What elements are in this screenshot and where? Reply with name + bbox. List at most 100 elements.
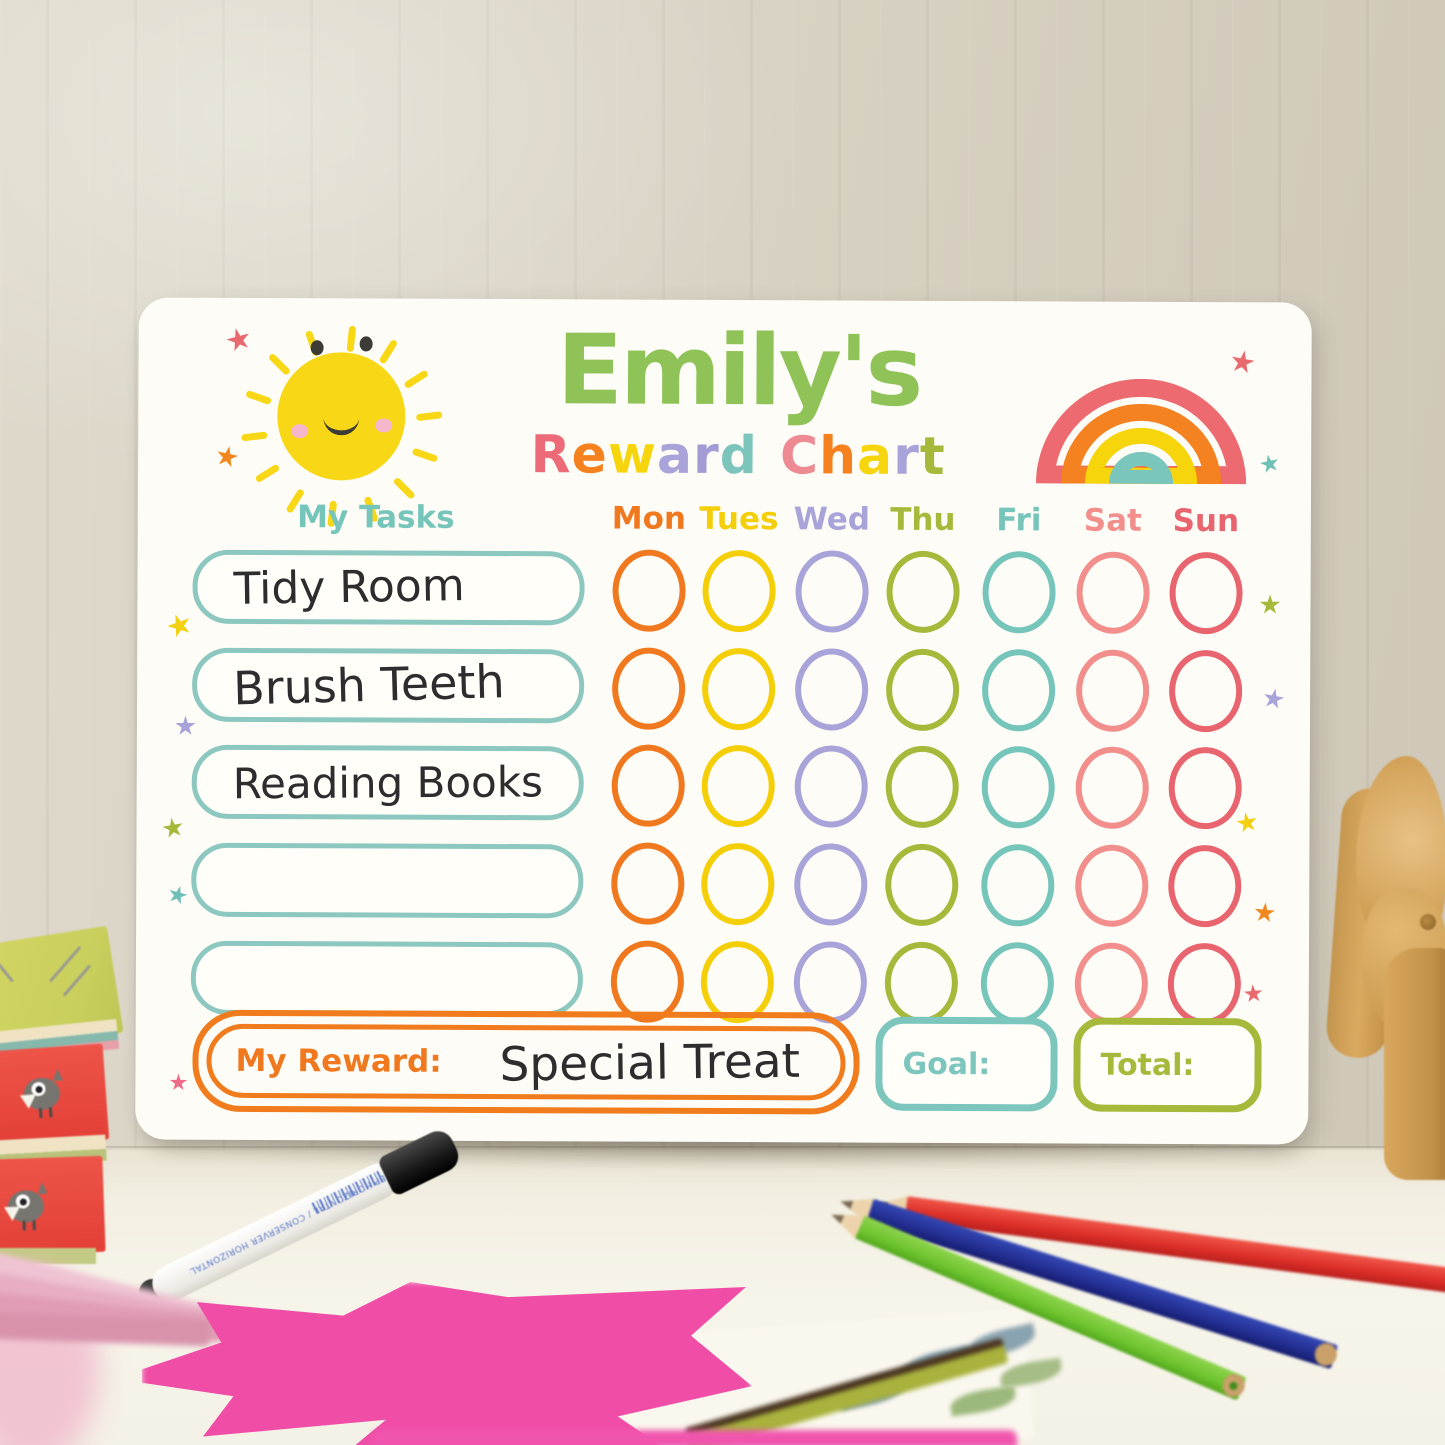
sticker-circle-sun-row3 <box>1168 746 1242 830</box>
sun-left-cheek <box>291 424 309 439</box>
task-row-4 <box>191 842 584 919</box>
subtitle-letter: w <box>607 425 658 486</box>
star-icon <box>164 610 195 641</box>
star-icon <box>1259 594 1280 615</box>
task-text: Brush Teeth <box>232 654 506 716</box>
star-icon <box>224 325 253 354</box>
task-text <box>196 977 232 978</box>
subtitle-letter: a <box>857 426 894 487</box>
sticker-circle-tues-row1 <box>701 549 776 633</box>
total-box: Total: <box>1073 1017 1262 1113</box>
sticker-circle-mon-row4 <box>610 842 684 925</box>
sticker-circle-sat-row1 <box>1075 551 1150 634</box>
sticker-circle-mon-row2 <box>611 647 685 730</box>
sticker-circle-fri-row3 <box>981 746 1055 829</box>
wall-desk-junction <box>0 1146 1445 1151</box>
sticker-circle-sun-row2 <box>1168 649 1242 733</box>
subtitle-letter: d <box>719 425 759 487</box>
bird-illustration <box>0 1181 59 1233</box>
sticker-circle-tues-row5 <box>700 940 774 1024</box>
book-stack <box>0 925 132 1265</box>
reward-box-inner: My Reward: Special Treat <box>206 1023 846 1101</box>
subtitle-letter: a <box>656 425 694 486</box>
day-header-mon: Mon <box>611 500 687 537</box>
sticker-circle-thu-row2 <box>885 648 959 732</box>
sticker-circle-mon-row3 <box>611 744 685 827</box>
star-icon <box>1258 453 1280 475</box>
sun-right-eye <box>359 336 373 352</box>
chart-owner-name: Emily's <box>556 313 921 428</box>
subtitle-letter: h <box>818 426 858 487</box>
sticker-circle-wed-row1 <box>794 550 869 633</box>
sun-ray <box>245 389 273 406</box>
goal-label: Goal: <box>902 1046 991 1082</box>
subtitle-letter: r <box>893 426 921 487</box>
star-icon <box>166 883 189 906</box>
reward-value: Special Treat <box>499 1033 801 1093</box>
star-icon <box>1229 348 1257 376</box>
elephant-eye <box>1420 914 1436 930</box>
sticker-circle-wed-row2 <box>794 648 868 731</box>
sticker-circle-thu-row5 <box>884 941 958 1025</box>
star-icon <box>1243 984 1264 1005</box>
sun-ray <box>241 431 268 442</box>
sticker-circle-fri-row2 <box>981 649 1055 732</box>
sun-ray <box>403 369 430 390</box>
sticker-circle-thu-row4 <box>884 843 958 927</box>
subtitle-letter: R <box>530 425 572 486</box>
star-icon <box>214 444 240 470</box>
sticker-circle-sat-row2 <box>1075 649 1149 732</box>
sticker-circle-wed-row3 <box>794 745 868 828</box>
sticker-circle-sun-row1 <box>1168 551 1243 635</box>
star-icon <box>161 816 185 840</box>
star-icon <box>1261 687 1285 711</box>
sun-face <box>277 336 406 481</box>
day-header-fri: Fri <box>996 502 1042 539</box>
chart-subtitle: Reward Chart <box>530 425 945 487</box>
day-header-thu: Thu <box>890 501 956 539</box>
star-icon <box>169 1074 187 1092</box>
bird-illustration <box>12 1068 75 1122</box>
sun-ray <box>415 411 443 422</box>
sticker-circle-tues-row4 <box>700 842 774 926</box>
sticker-circle-wed-row5 <box>793 941 867 1024</box>
subtitle-letter: C <box>779 426 820 487</box>
elephant-body <box>1384 948 1445 1180</box>
subtitle-letter: t <box>919 426 946 487</box>
sticker-circle-fri-row1 <box>981 551 1056 634</box>
star-icon <box>1253 901 1276 924</box>
day-header-sat: Sat <box>1083 502 1142 539</box>
sticker-circle-wed-row4 <box>793 843 867 926</box>
sun-ray <box>392 476 416 501</box>
sticker-circle-sun-row4 <box>1167 844 1241 928</box>
sticker-circle-sat-row3 <box>1075 746 1149 829</box>
sun-ray <box>267 352 292 376</box>
sun-ray <box>346 325 357 353</box>
book-spine-top <box>0 1043 110 1149</box>
sticker-circle-thu-row3 <box>885 745 959 829</box>
wooden-elephant-figurine <box>1324 748 1445 1188</box>
pink-paper-strip <box>372 1430 1017 1445</box>
sun-ray <box>254 463 281 484</box>
sun-smile <box>323 410 360 436</box>
star-icon <box>175 716 196 737</box>
sun-left-eye <box>310 340 324 356</box>
sticker-circle-thu-row1 <box>885 550 960 634</box>
sticker-circle-sat-row5 <box>1074 942 1148 1025</box>
total-label: Total: <box>1100 1047 1195 1083</box>
sun-right-cheek <box>375 418 393 433</box>
task-row-2: Brush Teeth <box>191 647 585 724</box>
subtitle-letter: e <box>571 425 609 486</box>
sticker-circle-fri-row4 <box>980 844 1054 927</box>
day-header-wed: Wed <box>793 501 871 538</box>
sticker-circle-tues-row3 <box>701 744 775 828</box>
sticker-circle-tues-row2 <box>701 647 775 731</box>
day-header-sun: Sun <box>1172 502 1240 540</box>
sticker-circle-fri-row5 <box>980 942 1054 1025</box>
sticker-circle-sun-row5 <box>1167 942 1241 1026</box>
rainbow-illustration <box>1036 378 1247 485</box>
task-text: Reading Books <box>232 756 544 808</box>
reward-box: My Reward: Special Treat <box>192 1009 860 1115</box>
task-row-3: Reading Books <box>191 744 584 821</box>
